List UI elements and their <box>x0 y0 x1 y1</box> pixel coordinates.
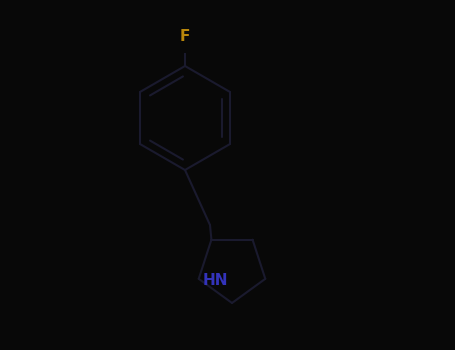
Text: F: F <box>180 29 190 44</box>
Text: HN: HN <box>203 273 228 288</box>
